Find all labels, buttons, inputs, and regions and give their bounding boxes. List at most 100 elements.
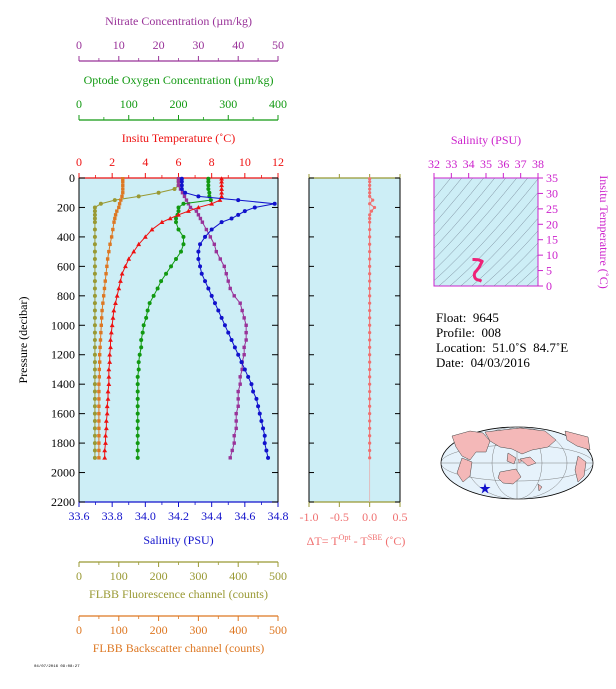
temperature-point xyxy=(105,389,111,394)
temperature-point xyxy=(104,403,110,409)
temperature-point xyxy=(113,300,118,305)
backscatter-series xyxy=(97,177,125,460)
backscatter-point xyxy=(111,227,115,232)
oxygen-point xyxy=(135,396,140,401)
oxygen-point xyxy=(206,183,211,188)
ts-x-tick-label: 32 xyxy=(428,157,440,171)
temperature-point xyxy=(111,308,117,313)
nitrate-point xyxy=(224,272,228,276)
temperature-point xyxy=(219,182,225,188)
nitrate-point xyxy=(180,191,185,195)
fluorescence-point xyxy=(92,345,97,350)
backscatter-point xyxy=(109,235,114,239)
nitrate-point xyxy=(222,264,226,269)
temperature-point xyxy=(219,176,225,181)
temperature-point xyxy=(167,216,173,221)
temperature-point xyxy=(219,179,225,184)
oxygen-point xyxy=(135,441,140,446)
nitrate-point xyxy=(244,330,248,335)
salinity-point xyxy=(236,212,241,217)
delta-t-point xyxy=(368,456,372,460)
fluorescence-point xyxy=(92,330,97,335)
ts-isopycnal-line xyxy=(434,178,485,237)
backscatter-point xyxy=(97,404,101,408)
fluorescence-point xyxy=(92,227,97,232)
pressure-axis-title: Pressure (decibar) xyxy=(16,297,30,384)
ts-isopycnal-line xyxy=(434,178,463,212)
temperature-point xyxy=(107,352,113,357)
salinity-tick-label: 34.0 xyxy=(135,509,156,523)
nitrate-point xyxy=(226,279,230,283)
oxygen-point xyxy=(135,374,140,379)
fluorescence-axis-title: FLBB Fluorescence channel (counts) xyxy=(89,587,268,601)
backscatter-point xyxy=(98,345,102,350)
backscatter-point xyxy=(99,323,103,327)
nitrate-point xyxy=(214,249,219,254)
backscatter-point xyxy=(120,194,124,199)
ts-isopycnal-line xyxy=(434,178,518,271)
backscatter-point xyxy=(101,294,106,298)
pressure-tick-label: 1600 xyxy=(51,407,75,421)
ts-isopycnal-line xyxy=(460,205,538,286)
temperature-point xyxy=(103,418,109,423)
pressure-tick-label: 0 xyxy=(69,171,75,185)
nitrate-point xyxy=(230,448,234,453)
oxygen-axis-title: Optode Oxygen Concentration (µm/kg) xyxy=(84,73,274,87)
nitrate-axis-title: Nitrate Concentration (µm/kg) xyxy=(105,14,252,28)
ts-isopycnal-line xyxy=(526,275,538,286)
fluorescence-point xyxy=(92,426,97,431)
oxygen-tick-label: 0 xyxy=(76,97,82,111)
temperature-axis-title: Insitu Temperature (˚C) xyxy=(122,131,236,145)
salinity-point xyxy=(209,227,214,232)
salinity-tick-label: 33.8 xyxy=(102,509,123,523)
ts-x-axis-title: Salinity (PSU) xyxy=(451,133,521,147)
delta-t-title-sup2: SBE xyxy=(368,533,383,542)
fluorescence-point xyxy=(92,212,97,217)
location-text: Location: 51.0˚S 84.7˚E xyxy=(436,340,569,355)
fluorescence-point xyxy=(92,389,97,394)
delta-t-tick-label: 0.5 xyxy=(393,510,408,524)
backscatter-point xyxy=(97,389,101,394)
delta-t-point xyxy=(368,367,372,372)
fluorescence-point xyxy=(92,293,97,298)
temperature-point xyxy=(123,263,128,269)
nitrate-point xyxy=(228,456,232,460)
salinity-point xyxy=(246,374,251,379)
oxygen-point xyxy=(135,419,140,423)
salinity-point xyxy=(219,220,224,225)
delta-t-point xyxy=(368,264,372,268)
temperature-point xyxy=(142,234,148,239)
ts-isopycnal-line xyxy=(434,178,529,281)
oxygen-point xyxy=(135,448,140,453)
temperature-point xyxy=(106,381,112,386)
oxygen-point xyxy=(144,315,149,320)
ts-y-tick-label: 25 xyxy=(546,202,558,216)
oxygen-point xyxy=(145,308,150,313)
fluorescence-point xyxy=(92,367,97,372)
salinity-axis: 33.6 33.8 34.0 34.2 34.4 34.6 34.8 Salinity (PS… xyxy=(69,501,289,547)
nitrate-point xyxy=(194,209,199,213)
oxygen-point xyxy=(139,345,144,350)
oxygen-point xyxy=(136,360,141,365)
ts-y-tick-label: 5 xyxy=(546,264,552,278)
nitrate-point xyxy=(228,286,232,291)
delta-t-point xyxy=(368,397,372,401)
delta-t-point xyxy=(368,177,372,181)
salinity-point xyxy=(272,201,277,206)
oxygen-point xyxy=(181,201,186,206)
backscatter-tick-label: 400 xyxy=(229,623,247,637)
fluorescence-point xyxy=(92,209,97,214)
salinity-point xyxy=(198,242,203,247)
salinity-point xyxy=(256,404,261,409)
nitrate-point xyxy=(240,308,244,313)
temperature-point xyxy=(109,322,115,328)
fluorescence-series xyxy=(92,176,181,460)
temperature-series xyxy=(102,176,225,460)
pressure-tick-label: 1400 xyxy=(51,377,75,391)
nitrate-point xyxy=(186,202,191,206)
salinity-point xyxy=(179,176,184,181)
delta-t-point xyxy=(368,426,372,430)
nitrate-point xyxy=(176,183,181,188)
pressure-tick-label: 200 xyxy=(57,200,75,214)
nitrate-point xyxy=(184,198,189,202)
